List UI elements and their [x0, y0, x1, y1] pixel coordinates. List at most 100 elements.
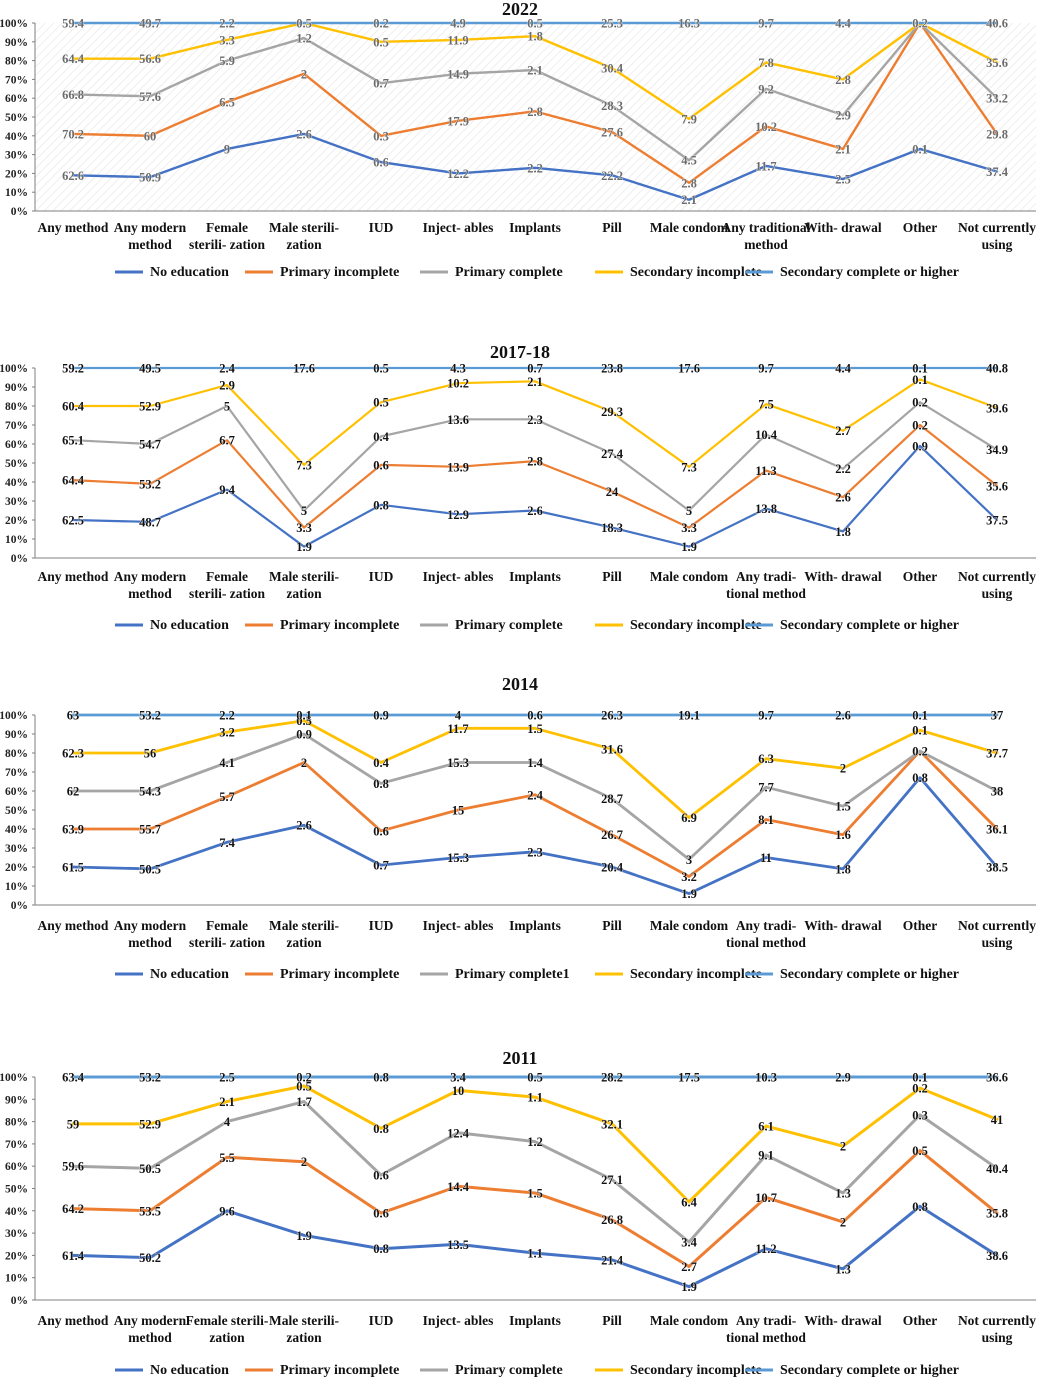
data-label: 1.2 — [527, 1135, 543, 1149]
x-category-label: Any tradi-tional method — [726, 569, 806, 601]
legend-entry: Primary complete — [455, 265, 563, 280]
data-label: 6.3 — [758, 752, 774, 766]
series-line-primary-complete — [71, 21, 999, 162]
data-label: 0.7 — [373, 77, 389, 91]
x-category-label: Male sterili-zation — [269, 918, 339, 950]
data-label: 0.2 — [912, 745, 928, 759]
data-label: 2.5 — [219, 1071, 235, 1085]
data-label: 3.4 — [450, 1071, 466, 1085]
x-category-label: Implants — [509, 220, 561, 235]
series-line-primary-incomplete — [71, 423, 999, 529]
y-tick-label: 50% — [5, 112, 28, 124]
data-label: 22.2 — [601, 169, 623, 183]
data-label: 2.7 — [835, 424, 851, 438]
data-label: 1.9 — [296, 540, 312, 554]
data-label: 2.6 — [296, 819, 312, 833]
x-category-label: Any modern method — [114, 1313, 187, 1345]
x-category-label: Other — [903, 918, 938, 933]
data-label: 40.6 — [986, 17, 1008, 31]
data-label: 0.1 — [912, 1071, 928, 1085]
data-label: 2.7 — [681, 1260, 697, 1274]
data-label: 24 — [606, 485, 619, 499]
x-category-label: Male condom — [650, 1313, 729, 1328]
data-label: 38.6 — [986, 1249, 1008, 1263]
data-label: 26.3 — [601, 709, 623, 723]
data-label: 0.7 — [527, 362, 543, 376]
data-label: 1.5 — [527, 1186, 543, 1200]
data-label: 1.7 — [296, 1095, 312, 1109]
data-label: 41 — [991, 1113, 1004, 1127]
data-label: 0.8 — [912, 1200, 928, 1214]
data-label: 2.1 — [835, 142, 851, 156]
data-label: 7.8 — [758, 56, 774, 70]
data-label: 2.2 — [835, 462, 851, 476]
data-label: 2.4 — [219, 362, 235, 376]
y-tick-label: 60% — [5, 93, 28, 105]
data-label: 0.2 — [912, 17, 928, 31]
legend-entry: Secondary incomplete — [630, 967, 762, 982]
data-label: 4 — [224, 1115, 231, 1129]
data-label: 0.5 — [373, 362, 389, 376]
data-label: 0.5 — [373, 35, 389, 49]
y-tick-label: 10% — [5, 534, 28, 546]
x-category-label: Any tradi-tional method — [726, 918, 806, 950]
data-label: 10.7 — [755, 1191, 777, 1205]
data-label: 61.4 — [62, 1249, 85, 1263]
data-label: 53.2 — [139, 709, 161, 723]
data-label: 54.3 — [139, 785, 161, 799]
data-label: 1.4 — [527, 756, 543, 770]
x-category-label: Pill — [602, 918, 622, 933]
data-label: 2.8 — [527, 105, 543, 119]
data-label: 63.9 — [62, 823, 84, 837]
chart-title: 2011 — [502, 1048, 537, 1068]
data-label: 0.4 — [373, 430, 389, 444]
y-tick-label: 40% — [5, 824, 28, 836]
data-label: 0.8 — [373, 1242, 389, 1256]
data-label: 60.4 — [62, 400, 85, 414]
y-tick-label: 40% — [5, 131, 28, 143]
y-tick-label: 20% — [5, 515, 28, 527]
data-label: 40.8 — [986, 362, 1008, 376]
y-tick-label: 40% — [5, 1206, 28, 1218]
data-label: 63 — [67, 709, 80, 723]
data-label: 35.6 — [986, 479, 1008, 493]
data-label: 11.2 — [755, 1242, 776, 1256]
data-label: 38 — [991, 785, 1004, 799]
legend-entry: Secondary complete or higher — [780, 618, 959, 633]
data-label: 2.1 — [527, 64, 543, 78]
data-label: 9 — [224, 142, 230, 156]
data-label: 39.6 — [986, 401, 1008, 415]
y-tick-label: 60% — [5, 786, 28, 798]
data-label: 53.2 — [139, 477, 161, 491]
data-label: 59.6 — [62, 1160, 84, 1174]
data-label: 2 — [301, 67, 307, 81]
series-line-secondary-incomplete — [71, 719, 999, 819]
x-category-label: IUD — [369, 1313, 394, 1328]
y-tick-label: 50% — [5, 805, 28, 817]
y-tick-label: 70% — [5, 420, 28, 432]
x-category-label: Inject- ables — [423, 220, 494, 235]
legend-entry: Primary complete — [455, 618, 563, 633]
data-label: 15.3 — [447, 851, 469, 865]
x-category-label: Female sterili- zation — [189, 220, 266, 252]
series-line-primary-incomplete — [71, 21, 999, 185]
data-label: 2.6 — [835, 491, 851, 505]
data-label: 48.7 — [139, 515, 161, 529]
data-label: 2.6 — [527, 504, 543, 518]
y-tick-label: 60% — [5, 1161, 28, 1173]
data-label: 64.4 — [62, 52, 85, 66]
data-label: 49.7 — [139, 17, 161, 31]
data-label: 27.6 — [601, 126, 623, 140]
data-label: 2.8 — [835, 73, 851, 87]
data-label: 65.1 — [62, 434, 84, 448]
data-label: 1.9 — [296, 1229, 312, 1243]
data-label: 2 — [301, 756, 307, 770]
legend-entry: Primary complete1 — [455, 967, 570, 982]
data-label: 2.9 — [835, 1071, 851, 1085]
legend-entry: Primary incomplete — [280, 967, 399, 982]
data-label: 10.2 — [755, 120, 777, 134]
data-label: 0.2 — [912, 745, 928, 759]
data-label: 2.5 — [835, 173, 851, 187]
data-label: 4.4 — [835, 362, 851, 376]
series-line-primary-complete — [71, 401, 999, 512]
